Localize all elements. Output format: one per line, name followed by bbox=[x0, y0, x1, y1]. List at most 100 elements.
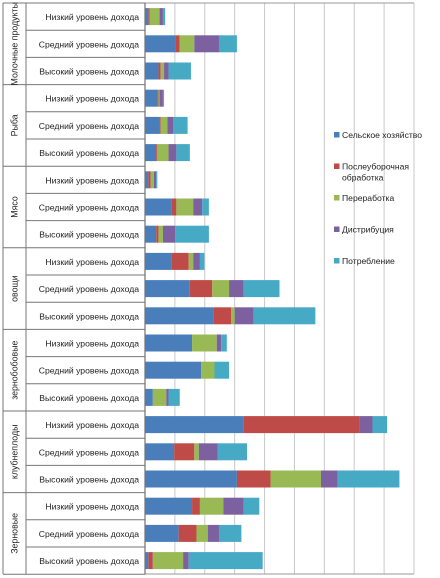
bar-segment bbox=[234, 307, 254, 325]
bar-segment bbox=[213, 307, 232, 325]
bar-segment bbox=[201, 361, 215, 379]
bar-segment bbox=[168, 62, 191, 80]
bar-segment bbox=[145, 89, 158, 107]
bar-segment bbox=[145, 225, 157, 243]
bar-segment bbox=[243, 416, 360, 434]
bar-segment bbox=[145, 524, 179, 542]
bar-segment bbox=[223, 497, 244, 515]
bar-segment bbox=[145, 8, 149, 26]
category-label: Низкий уровень дохода bbox=[45, 94, 139, 104]
bar-segment bbox=[145, 552, 149, 570]
bar-segment bbox=[148, 552, 153, 570]
group-label: Мясо bbox=[10, 196, 20, 218]
bar-segment bbox=[152, 552, 184, 570]
legend-swatch bbox=[334, 226, 340, 232]
category-label: Средний уровень дохода bbox=[39, 284, 139, 294]
bar-segment bbox=[171, 252, 189, 270]
bar-segment bbox=[152, 388, 167, 406]
legend-label: Дистрибуция bbox=[342, 225, 394, 235]
category-labels: Низкий уровень дохода Средний уровень дох… bbox=[39, 12, 139, 566]
bar-segment bbox=[158, 225, 163, 243]
bar-segment bbox=[145, 307, 214, 325]
axis-frame bbox=[2, 2, 414, 575]
bar-segment bbox=[207, 524, 219, 542]
bar-segment bbox=[145, 198, 172, 216]
bar-segment bbox=[162, 8, 166, 26]
bar-segment bbox=[153, 171, 157, 189]
bar-segment bbox=[175, 225, 209, 243]
bar-segment bbox=[192, 334, 217, 352]
bar-segment bbox=[159, 116, 161, 134]
bar-segment bbox=[171, 198, 177, 216]
legend-swatch bbox=[334, 195, 340, 201]
group-label: Молочные продукты bbox=[10, 2, 20, 85]
bar-segment bbox=[193, 198, 203, 216]
bar-segment bbox=[359, 416, 373, 434]
bar-segment bbox=[145, 280, 190, 298]
bar-segment bbox=[145, 116, 160, 134]
bar-segment bbox=[164, 62, 169, 80]
bar-segment bbox=[160, 62, 165, 80]
bar-segment bbox=[168, 144, 177, 162]
bar-segment bbox=[372, 416, 388, 434]
bar-segment bbox=[160, 116, 168, 134]
bar-segment bbox=[229, 280, 244, 298]
category-label: Низкий уровень дохода bbox=[45, 339, 139, 349]
bar-segment bbox=[149, 8, 160, 26]
bar-segment bbox=[199, 252, 205, 270]
legend-label: Сельское хозяйство bbox=[342, 130, 422, 140]
bar-segment bbox=[166, 388, 169, 406]
bar-segment bbox=[320, 470, 338, 488]
bar-segment bbox=[174, 443, 195, 461]
bar-segment bbox=[194, 443, 199, 461]
bar-segment bbox=[145, 144, 157, 162]
bar-segment bbox=[145, 497, 193, 515]
legend-swatch bbox=[334, 163, 340, 169]
bar-segment bbox=[156, 225, 159, 243]
bar-segment bbox=[243, 497, 260, 515]
bar-segment bbox=[150, 171, 154, 189]
bar-segment bbox=[337, 470, 400, 488]
bar-segment bbox=[236, 470, 271, 488]
bar-segment bbox=[145, 171, 149, 189]
category-label: Средний уровень дохода bbox=[39, 447, 139, 457]
category-label: Средний уровень дохода bbox=[39, 366, 139, 376]
bar-segment bbox=[199, 497, 224, 515]
bar-segment bbox=[167, 116, 174, 134]
category-label: Высокий уровень дохода bbox=[39, 148, 139, 158]
bar-segment bbox=[221, 334, 227, 352]
category-label: Высокий уровень дохода bbox=[39, 230, 139, 240]
bar-segment bbox=[145, 470, 237, 488]
bar-segment bbox=[179, 35, 195, 53]
bar-segment bbox=[243, 280, 280, 298]
bar-segment bbox=[156, 144, 158, 162]
bar-segment bbox=[145, 35, 176, 53]
group-label: Рыба bbox=[9, 114, 19, 136]
bar-segment bbox=[193, 252, 200, 270]
bar-segment bbox=[202, 198, 209, 216]
legend-label: обработка bbox=[342, 173, 384, 183]
bar-segment bbox=[231, 307, 235, 325]
bar-segment bbox=[216, 334, 222, 352]
bar-segment bbox=[145, 443, 175, 461]
category-label: Средний уровень дохода bbox=[39, 121, 139, 131]
category-label: Средний уровень дохода bbox=[39, 203, 139, 213]
group-label: овощи bbox=[10, 275, 20, 302]
bar-segment bbox=[253, 307, 316, 325]
category-label: Низкий уровень дохода bbox=[45, 12, 139, 22]
bar-segment bbox=[175, 35, 180, 53]
bar-segment bbox=[158, 89, 160, 107]
bar-segment bbox=[218, 35, 237, 53]
category-label: Высокий уровень дохода bbox=[39, 67, 139, 77]
bar-segment bbox=[270, 470, 321, 488]
group-label: Зерновые bbox=[10, 513, 20, 554]
bar-segment bbox=[145, 252, 172, 270]
bar-segment bbox=[148, 171, 151, 189]
bar-segment bbox=[168, 388, 180, 406]
group-label: клубнеплоды bbox=[10, 425, 20, 480]
bar-segment bbox=[162, 225, 176, 243]
category-label: Низкий уровень дохода bbox=[45, 502, 139, 512]
bar-segment bbox=[173, 116, 188, 134]
legend-label: Потребление bbox=[342, 256, 395, 266]
